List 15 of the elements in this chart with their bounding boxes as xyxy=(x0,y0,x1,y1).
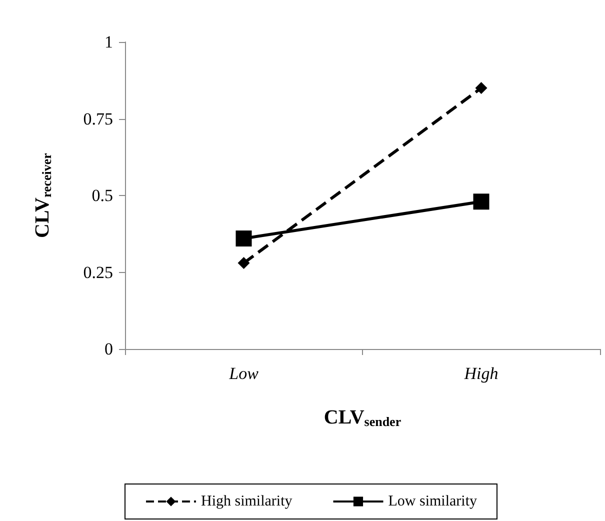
y-tick-label: 0.25 xyxy=(83,262,113,282)
y-tick-label: 1 xyxy=(104,32,113,52)
point xyxy=(475,82,488,94)
x-tick-label: Low xyxy=(228,364,260,383)
legend-label: Low similarity xyxy=(388,494,478,510)
x-axis-title: CLVsender xyxy=(324,406,402,429)
y-tick-label: 0.5 xyxy=(92,186,113,205)
y-axis-title: CLVreceiver xyxy=(32,152,54,238)
point xyxy=(236,230,252,246)
x-tick-label: High xyxy=(463,364,498,383)
y-tick-label: 0 xyxy=(104,340,113,358)
point xyxy=(473,194,490,210)
legend-label: High similarity xyxy=(201,494,293,510)
y-tick-label: 0.75 xyxy=(83,109,113,128)
point xyxy=(238,257,250,270)
